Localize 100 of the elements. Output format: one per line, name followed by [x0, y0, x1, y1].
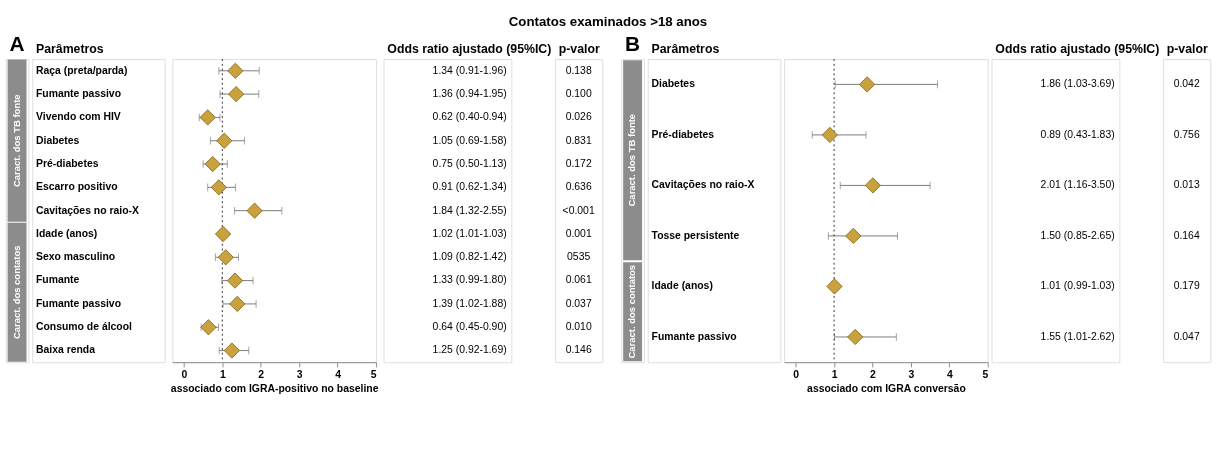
text: 1.36 (0.94-1.95): [432, 87, 507, 99]
chart-title: B: [625, 31, 641, 55]
point: [200, 319, 217, 336]
text: Caract. dos TB fonte: [626, 113, 638, 207]
text: Odds ratio ajustado (95%IC): [995, 41, 1160, 56]
y-tick-label: Cavitações no raio-X: [651, 179, 755, 191]
text: 0.026: [565, 111, 592, 123]
y-tick-label: Pré-diabetes: [35, 157, 99, 169]
text: Caract. dos TB fonte: [10, 94, 22, 188]
x-tick-label: 3: [908, 368, 915, 380]
x-tick-label: 4: [335, 368, 342, 380]
text: 0.100: [565, 87, 592, 99]
y-tick-label: Diabetes: [35, 134, 80, 146]
y-tick-label: Consumo de álcool: [35, 321, 133, 333]
y-tick-label: Fumante: [35, 274, 80, 286]
point: [227, 62, 244, 79]
x-tick-label: 3: [296, 368, 303, 380]
x-tick-label: 1: [219, 368, 226, 380]
text: 1.05 (0.69-1.58): [432, 134, 507, 146]
chart-title: A: [9, 31, 25, 55]
x-tick-label: 2: [870, 368, 877, 380]
point: [217, 249, 234, 266]
y-tick-label: Fumante passivo: [35, 297, 121, 309]
text: 1.09 (0.82-1.42): [432, 251, 507, 263]
x-axis-title: associado com IGRA conversão: [807, 383, 966, 395]
point: [199, 109, 216, 126]
point: [821, 126, 838, 143]
text: 0.061: [565, 274, 592, 286]
text: 0.636: [565, 181, 592, 193]
x-tick-label: 0: [181, 368, 188, 380]
text: 0535: [567, 251, 591, 263]
text: Caract. dos contatos: [10, 245, 22, 340]
y-tick-label: Fumante passivo: [651, 330, 737, 342]
text: 0.75 (0.50-1.13): [432, 157, 507, 169]
point: [246, 202, 263, 219]
text: 0.89 (0.43-1.83): [1040, 128, 1115, 140]
text: Contatos examinados >18 anos: [508, 14, 708, 30]
y-tick-label: Raça (preta/parda): [35, 64, 128, 76]
text: 1.33 (0.99-1.80): [432, 274, 507, 286]
point: [228, 86, 245, 103]
text: 0.62 (0.40-0.94): [432, 111, 507, 123]
x-axis-title: associado com IGRA-positivo no baseline: [170, 383, 379, 395]
text: 1.02 (1.01-1.03): [432, 227, 507, 239]
y-tick-label: Escarro positivo: [35, 181, 118, 193]
text: Caract. dos contatos: [626, 264, 638, 359]
text: 2.01 (1.16-3.50): [1040, 179, 1115, 191]
point: [845, 227, 862, 244]
y-tick-label: Diabetes: [651, 78, 696, 90]
text: <0.001: [562, 204, 595, 216]
text: 0.756: [1173, 128, 1200, 140]
y-tick-label: Pré-diabetes: [651, 128, 715, 140]
point: [226, 272, 243, 289]
text: 0.64 (0.45-0.90): [432, 321, 507, 333]
x-tick-label: 1: [831, 368, 838, 380]
point: [216, 132, 233, 149]
text: 0.164: [1173, 229, 1200, 241]
x-tick-label: 2: [258, 368, 265, 380]
y-tick-label: Tosse persistente: [651, 229, 740, 241]
point: [826, 278, 843, 295]
text: 1.55 (1.01-2.62): [1040, 330, 1115, 342]
y-tick-label: Cavitações no raio-X: [35, 204, 139, 216]
text: 0.138: [565, 64, 592, 76]
text: 0.013: [1173, 179, 1200, 191]
text: 0.010: [565, 321, 592, 333]
y-axis-title: Parâmetros: [35, 41, 104, 56]
x-tick-label: 5: [982, 368, 989, 380]
text: 1.86 (1.03-3.69): [1040, 78, 1115, 90]
point: [215, 225, 232, 243]
text: 0.146: [565, 344, 592, 356]
text: 0.047: [1173, 330, 1200, 342]
text: p-valor: [558, 41, 600, 56]
y-axis-title: Parâmetros: [651, 41, 720, 56]
y-tick-label: Idade (anos): [651, 280, 713, 292]
text: 0.001: [565, 227, 592, 239]
text: 1.84 (1.32-2.55): [432, 204, 507, 216]
text: 0.172: [565, 157, 592, 169]
point: [847, 328, 864, 345]
point: [864, 177, 881, 194]
point: [210, 179, 227, 196]
text: Odds ratio ajustado (95%IC): [387, 41, 552, 56]
y-tick-label: Vivendo com HIV: [35, 111, 121, 123]
x-tick-label: 0: [793, 368, 800, 380]
text: 1.39 (1.02-1.88): [432, 297, 507, 309]
point: [223, 342, 240, 359]
y-tick-label: Fumante passivo: [35, 87, 121, 99]
text: 0.037: [565, 297, 592, 309]
text: 1.01 (0.99-1.03): [1040, 280, 1115, 292]
text: 1.34 (0.91-1.96): [432, 64, 507, 76]
x-tick-label: 4: [946, 368, 953, 380]
y-tick-label: Baixa renda: [35, 344, 96, 356]
point: [859, 76, 876, 93]
text: 1.25 (0.92-1.69): [432, 344, 507, 356]
y-tick-label: Sexo masculino: [35, 251, 116, 263]
point: [204, 156, 221, 173]
y-tick-label: Idade (anos): [35, 227, 98, 239]
text: 0.831: [565, 134, 592, 146]
text: 0.042: [1173, 78, 1200, 90]
text: 1.50 (0.85-2.65): [1040, 229, 1115, 241]
text: 0.179: [1173, 280, 1200, 292]
text: p-valor: [1166, 41, 1208, 56]
